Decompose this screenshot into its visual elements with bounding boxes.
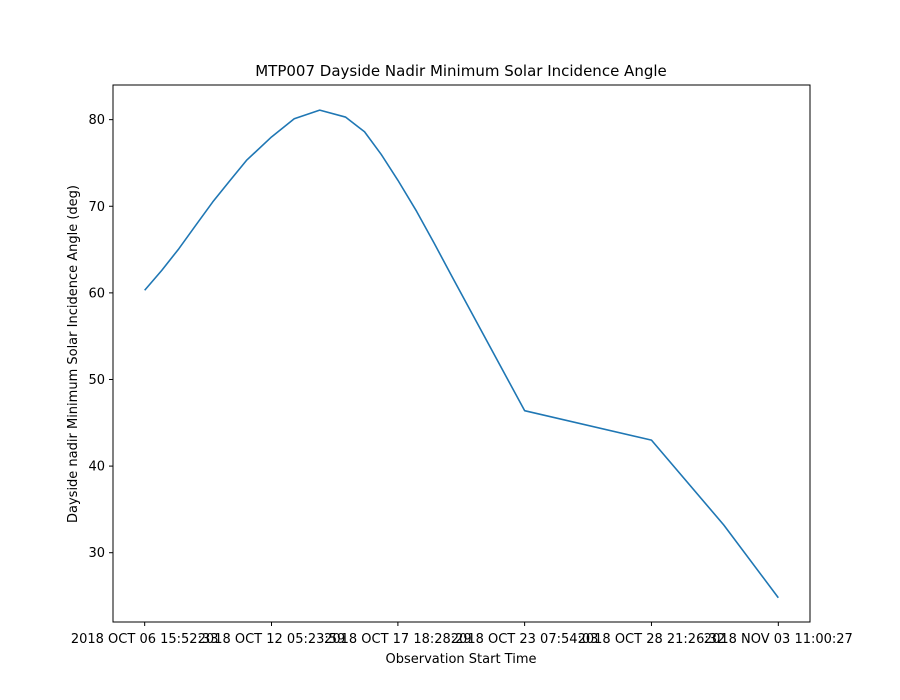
y-axis-label: Dayside nadir Minimum Solar Incidence An…: [66, 185, 81, 523]
y-tick-label: 40: [88, 460, 105, 475]
y-tick-label: 80: [88, 113, 105, 128]
y-tick-label: 50: [88, 373, 105, 388]
x-tick-label: 2018 NOV 03 11:00:27: [704, 632, 853, 647]
x-tick-label: 2018 OCT 28 21:26:32: [578, 632, 726, 647]
axes-frame: [112, 84, 811, 623]
plot-area: [144, 109, 779, 599]
series-line: [144, 109, 779, 599]
x-tick-label: 2018 OCT 17 18:28:29: [324, 632, 472, 647]
x-tick-label: 2018 OCT 06 15:52:33: [71, 632, 219, 647]
y-tick-label: 70: [88, 200, 105, 215]
x-tick-label: 2018 OCT 23 07:54:03: [451, 632, 599, 647]
y-tick-label: 30: [88, 546, 105, 561]
x-tick-label: 2018 OCT 12 05:23:59: [198, 632, 346, 647]
x-axis-label: Observation Start Time: [386, 652, 537, 667]
chart-title: MTP007 Dayside Nadir Minimum Solar Incid…: [255, 62, 667, 80]
y-tick-label: 60: [88, 286, 105, 301]
